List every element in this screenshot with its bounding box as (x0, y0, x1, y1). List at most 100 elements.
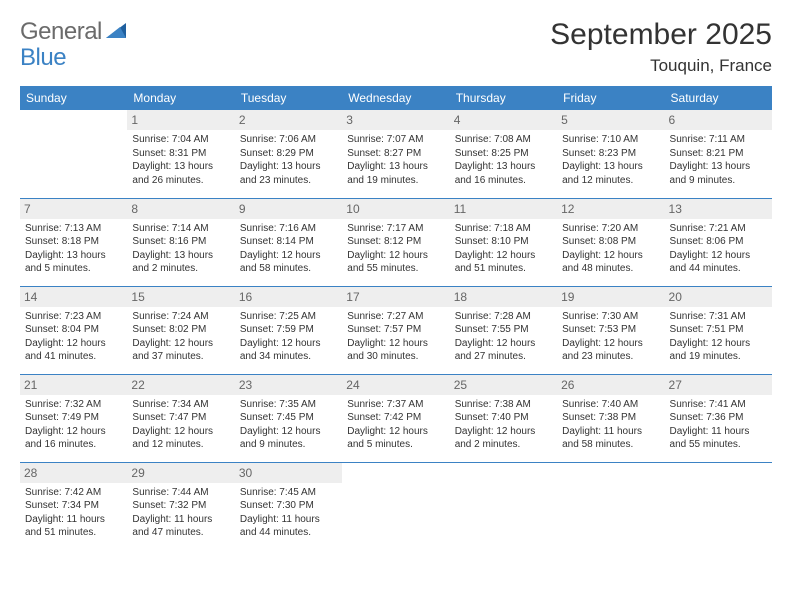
weekday-header: Wednesday (342, 86, 449, 110)
daylight-text: Daylight: 12 hours and 41 minutes. (25, 337, 122, 364)
calendar-week-row: 7Sunrise: 7:13 AMSunset: 8:18 PMDaylight… (20, 198, 772, 286)
sunrise-text: Sunrise: 7:25 AM (240, 310, 337, 324)
sunrise-text: Sunrise: 7:41 AM (670, 398, 767, 412)
sunset-text: Sunset: 7:40 PM (455, 411, 552, 425)
daylight-text: Daylight: 12 hours and 27 minutes. (455, 337, 552, 364)
sunrise-text: Sunrise: 7:16 AM (240, 222, 337, 236)
day-number: 2 (235, 110, 342, 130)
sunrise-text: Sunrise: 7:42 AM (25, 486, 122, 500)
calendar-day-cell: 9Sunrise: 7:16 AMSunset: 8:14 PMDaylight… (235, 198, 342, 286)
calendar-day-cell: 12Sunrise: 7:20 AMSunset: 8:08 PMDayligh… (557, 198, 664, 286)
calendar-week-row: 1Sunrise: 7:04 AMSunset: 8:31 PMDaylight… (20, 110, 772, 198)
calendar-day-cell: 7Sunrise: 7:13 AMSunset: 8:18 PMDaylight… (20, 198, 127, 286)
sunset-text: Sunset: 8:27 PM (347, 147, 444, 161)
calendar-day-cell: 21Sunrise: 7:32 AMSunset: 7:49 PMDayligh… (20, 374, 127, 462)
day-number: 1 (127, 110, 234, 130)
calendar-day-cell: 30Sunrise: 7:45 AMSunset: 7:30 PMDayligh… (235, 462, 342, 550)
calendar-week-row: 28Sunrise: 7:42 AMSunset: 7:34 PMDayligh… (20, 462, 772, 550)
day-number: 19 (557, 287, 664, 307)
daylight-text: Daylight: 13 hours and 26 minutes. (132, 160, 229, 187)
day-number: 14 (20, 287, 127, 307)
calendar-day-cell: 11Sunrise: 7:18 AMSunset: 8:10 PMDayligh… (450, 198, 557, 286)
calendar-day-cell: 1Sunrise: 7:04 AMSunset: 8:31 PMDaylight… (127, 110, 234, 198)
day-number: 5 (557, 110, 664, 130)
sunset-text: Sunset: 7:32 PM (132, 499, 229, 513)
sunrise-text: Sunrise: 7:23 AM (25, 310, 122, 324)
day-number: 21 (20, 375, 127, 395)
day-number: 20 (665, 287, 772, 307)
sunset-text: Sunset: 7:38 PM (562, 411, 659, 425)
sunrise-text: Sunrise: 7:06 AM (240, 133, 337, 147)
calendar-day-cell: 27Sunrise: 7:41 AMSunset: 7:36 PMDayligh… (665, 374, 772, 462)
sunrise-text: Sunrise: 7:31 AM (670, 310, 767, 324)
daylight-text: Daylight: 11 hours and 58 minutes. (562, 425, 659, 452)
sunset-text: Sunset: 7:49 PM (25, 411, 122, 425)
daylight-text: Daylight: 12 hours and 2 minutes. (455, 425, 552, 452)
daylight-text: Daylight: 11 hours and 51 minutes. (25, 513, 122, 540)
sunset-text: Sunset: 7:36 PM (670, 411, 767, 425)
daylight-text: Daylight: 11 hours and 47 minutes. (132, 513, 229, 540)
sunset-text: Sunset: 7:42 PM (347, 411, 444, 425)
sunset-text: Sunset: 7:51 PM (670, 323, 767, 337)
weekday-header: Saturday (665, 86, 772, 110)
calendar-day-cell (665, 462, 772, 550)
calendar-day-cell: 19 Sunrise: 7:30 AMSunset: 7:53 PMDayligh… (557, 286, 664, 374)
sunset-text: Sunset: 8:14 PM (240, 235, 337, 249)
calendar-day-cell: 17Sunrise: 7:27 AMSunset: 7:57 PMDayligh… (342, 286, 449, 374)
day-number: 9 (235, 199, 342, 219)
calendar-week-row: 21Sunrise: 7:32 AMSunset: 7:49 PMDayligh… (20, 374, 772, 462)
sunrise-text: Sunrise: 7:18 AM (455, 222, 552, 236)
day-number: 22 (127, 375, 234, 395)
weekday-header: Thursday (450, 86, 557, 110)
calendar-day-cell: 8Sunrise: 7:14 AMSunset: 8:16 PMDaylight… (127, 198, 234, 286)
daylight-text: Daylight: 13 hours and 9 minutes. (670, 160, 767, 187)
sunset-text: Sunset: 8:06 PM (670, 235, 767, 249)
day-number: 6 (665, 110, 772, 130)
sunset-text: Sunset: 7:53 PM (562, 323, 659, 337)
calendar-day-cell: 14Sunrise: 7:23 AMSunset: 8:04 PMDayligh… (20, 286, 127, 374)
weekday-row: SundayMondayTuesdayWednesdayThursdayFrid… (20, 86, 772, 110)
sunset-text: Sunset: 8:08 PM (562, 235, 659, 249)
daylight-text: Daylight: 13 hours and 19 minutes. (347, 160, 444, 187)
daylight-text: Daylight: 12 hours and 44 minutes. (670, 249, 767, 276)
brand-word1: General (20, 18, 102, 46)
sunset-text: Sunset: 7:45 PM (240, 411, 337, 425)
sunrise-text: Sunrise: 7:04 AM (132, 133, 229, 147)
daylight-text: Daylight: 12 hours and 16 minutes. (25, 425, 122, 452)
calendar-day-cell (557, 462, 664, 550)
title-block: September 2025 Touquin, France (550, 18, 772, 76)
daylight-text: Daylight: 12 hours and 30 minutes. (347, 337, 444, 364)
day-number: 29 (127, 463, 234, 483)
calendar-day-cell: 25Sunrise: 7:38 AMSunset: 7:40 PMDayligh… (450, 374, 557, 462)
sunset-text: Sunset: 8:10 PM (455, 235, 552, 249)
sunset-text: Sunset: 8:02 PM (132, 323, 229, 337)
calendar-day-cell: 23Sunrise: 7:35 AMSunset: 7:45 PMDayligh… (235, 374, 342, 462)
sunset-text: Sunset: 8:25 PM (455, 147, 552, 161)
sunrise-text: Sunrise: 7:44 AM (132, 486, 229, 500)
daylight-text: Daylight: 13 hours and 12 minutes. (562, 160, 659, 187)
day-number: 12 (557, 199, 664, 219)
calendar-week-row: 14Sunrise: 7:23 AMSunset: 8:04 PMDayligh… (20, 286, 772, 374)
sunset-text: Sunset: 8:12 PM (347, 235, 444, 249)
sunrise-text: Sunrise: 7:30 AM (562, 310, 659, 324)
daylight-text: Daylight: 12 hours and 23 minutes. (562, 337, 659, 364)
calendar-day-cell: 6Sunrise: 7:11 AMSunset: 8:21 PMDaylight… (665, 110, 772, 198)
brand-word2-wrap: Blue (20, 44, 66, 72)
daylight-text: Daylight: 12 hours and 37 minutes. (132, 337, 229, 364)
sunset-text: Sunset: 7:59 PM (240, 323, 337, 337)
sunrise-text: Sunrise: 7:21 AM (670, 222, 767, 236)
calendar-day-cell: 28Sunrise: 7:42 AMSunset: 7:34 PMDayligh… (20, 462, 127, 550)
sunrise-text: Sunrise: 7:45 AM (240, 486, 337, 500)
sunrise-text: Sunrise: 7:34 AM (132, 398, 229, 412)
sunset-text: Sunset: 7:57 PM (347, 323, 444, 337)
weekday-header: Friday (557, 86, 664, 110)
sunset-text: Sunset: 8:16 PM (132, 235, 229, 249)
day-number: 24 (342, 375, 449, 395)
calendar-day-cell (20, 110, 127, 198)
calendar-day-cell: 18Sunrise: 7:28 AMSunset: 7:55 PMDayligh… (450, 286, 557, 374)
sunset-text: Sunset: 8:29 PM (240, 147, 337, 161)
calendar-day-cell: 16Sunrise: 7:25 AMSunset: 7:59 PMDayligh… (235, 286, 342, 374)
brand-word2: Blue (20, 44, 66, 71)
calendar-day-cell (450, 462, 557, 550)
day-number: 28 (20, 463, 127, 483)
